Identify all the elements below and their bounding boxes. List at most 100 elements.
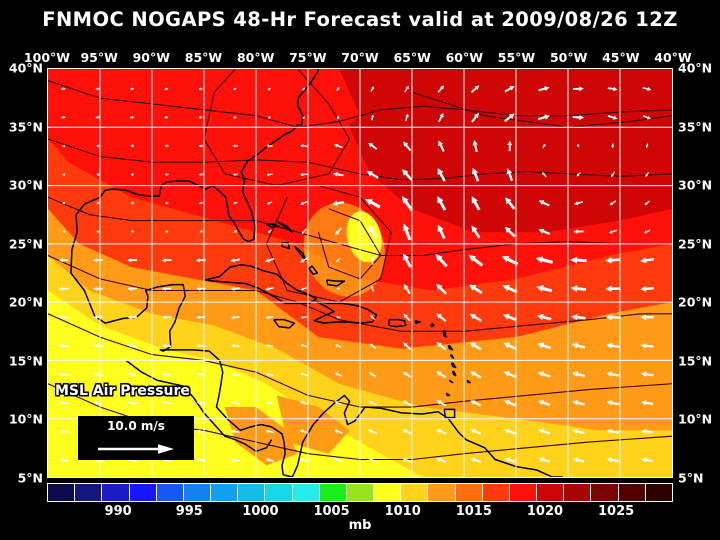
wind-vector bbox=[230, 457, 240, 462]
wind-vector bbox=[401, 196, 414, 211]
pressure-band bbox=[422, 80, 672, 186]
wind-vector bbox=[402, 457, 412, 463]
wind-vector bbox=[199, 229, 203, 233]
wind-vector bbox=[164, 87, 169, 91]
wind-vector bbox=[503, 313, 517, 322]
coastline bbox=[447, 344, 454, 351]
wind-vector-layer bbox=[58, 85, 654, 463]
wind-vector bbox=[436, 371, 447, 379]
wind-vector bbox=[640, 314, 654, 321]
colorbar-tick-label: 995 bbox=[175, 504, 203, 519]
lat-tick-label: 20°N bbox=[678, 294, 713, 310]
wind-vector bbox=[607, 115, 618, 120]
colorbar-swatch bbox=[75, 484, 103, 501]
wind-vector bbox=[334, 401, 343, 406]
wind-vector bbox=[504, 226, 516, 238]
lat-tick-label: 30°N bbox=[8, 177, 43, 193]
wind-vector bbox=[130, 144, 135, 148]
map-plot-area[interactable] bbox=[47, 68, 673, 478]
colorbar-swatch bbox=[645, 484, 672, 501]
wind-vector bbox=[506, 168, 514, 182]
wind-vector bbox=[640, 342, 654, 349]
wind-vector bbox=[299, 457, 309, 463]
wind-vector bbox=[640, 257, 654, 264]
wind-vector bbox=[233, 87, 237, 91]
wind-vector bbox=[572, 428, 585, 435]
lat-tick-label: 20°N bbox=[8, 294, 43, 310]
wind-vector bbox=[370, 86, 375, 92]
colorbar-swatch bbox=[265, 484, 293, 501]
wind-vector bbox=[299, 401, 308, 405]
wind-vector bbox=[333, 143, 343, 149]
wind-vector bbox=[468, 254, 484, 267]
colorbar-swatch bbox=[401, 484, 429, 501]
lon-tick-label: 100°W bbox=[23, 50, 71, 65]
wind-vector bbox=[609, 200, 617, 206]
wind-vector bbox=[368, 142, 378, 150]
wind-vector bbox=[230, 258, 241, 263]
coastline bbox=[445, 392, 451, 397]
wind-vector bbox=[606, 342, 620, 349]
lat-tick-label: 15°N bbox=[678, 353, 713, 369]
wind-vector bbox=[127, 258, 138, 263]
wind-vector bbox=[266, 173, 273, 177]
wind-vector bbox=[332, 200, 345, 206]
wind-vector bbox=[571, 342, 586, 349]
wind-vector bbox=[536, 313, 552, 321]
pressure-band bbox=[214, 69, 360, 151]
lat-tick-label: 25°N bbox=[678, 236, 713, 252]
wind-vector bbox=[130, 201, 134, 205]
wind-vector bbox=[505, 197, 516, 210]
isobar bbox=[48, 313, 672, 408]
wind-vector bbox=[371, 114, 375, 121]
colorbar-swatch bbox=[482, 484, 510, 501]
wind-vector bbox=[608, 229, 617, 234]
lat-tick-label: 25°N bbox=[8, 236, 43, 252]
lat-tick-label: 30°N bbox=[678, 177, 713, 193]
wind-vector bbox=[162, 400, 172, 405]
wind-vector bbox=[334, 429, 343, 434]
wind-vector bbox=[607, 86, 618, 92]
wind-vector bbox=[58, 457, 69, 462]
wind-vector bbox=[370, 315, 376, 320]
wind-vector bbox=[267, 229, 272, 234]
wind-vector bbox=[302, 116, 305, 120]
wind-vector bbox=[573, 201, 584, 206]
wind-vector bbox=[368, 457, 378, 463]
wind-vector bbox=[96, 172, 100, 176]
wind-vector bbox=[300, 144, 308, 148]
figure-title: FNMOC NOGAPS 48-Hr Forecast valid at 200… bbox=[42, 8, 678, 31]
wind-vector bbox=[130, 87, 135, 91]
wind-vector bbox=[230, 429, 240, 434]
wind-vector bbox=[335, 227, 342, 236]
lon-tick-label: 80°W bbox=[236, 50, 275, 65]
wind-vector bbox=[535, 256, 553, 264]
lon-tick-label: 65°W bbox=[393, 50, 431, 65]
colorbar-swatch bbox=[102, 484, 130, 501]
coastline bbox=[308, 265, 319, 275]
wind-vector bbox=[61, 115, 66, 119]
colorbar[interactable] bbox=[47, 483, 673, 502]
wind-vector bbox=[643, 229, 651, 234]
wind-vector bbox=[265, 315, 274, 320]
wind-vector bbox=[299, 429, 309, 434]
lon-tick-label: 95°W bbox=[80, 50, 118, 65]
wind-vector bbox=[402, 400, 412, 407]
coastline bbox=[75, 69, 320, 243]
wind-vector bbox=[334, 372, 342, 377]
wind-vector bbox=[130, 230, 134, 233]
lon-tick-label: 40°W bbox=[654, 50, 692, 65]
wind-vector bbox=[335, 315, 341, 319]
wind-vector bbox=[437, 224, 446, 240]
coastline bbox=[293, 245, 307, 261]
wind-vector bbox=[369, 343, 376, 349]
wind-vector bbox=[164, 144, 169, 148]
wind-vector bbox=[336, 257, 341, 263]
wind-vector bbox=[267, 116, 271, 120]
wind-vector bbox=[58, 343, 69, 348]
colorbar-tick-label: 1020 bbox=[526, 504, 564, 519]
wind-vector bbox=[538, 400, 551, 407]
wind-vector bbox=[336, 86, 340, 92]
coastline bbox=[448, 379, 454, 384]
